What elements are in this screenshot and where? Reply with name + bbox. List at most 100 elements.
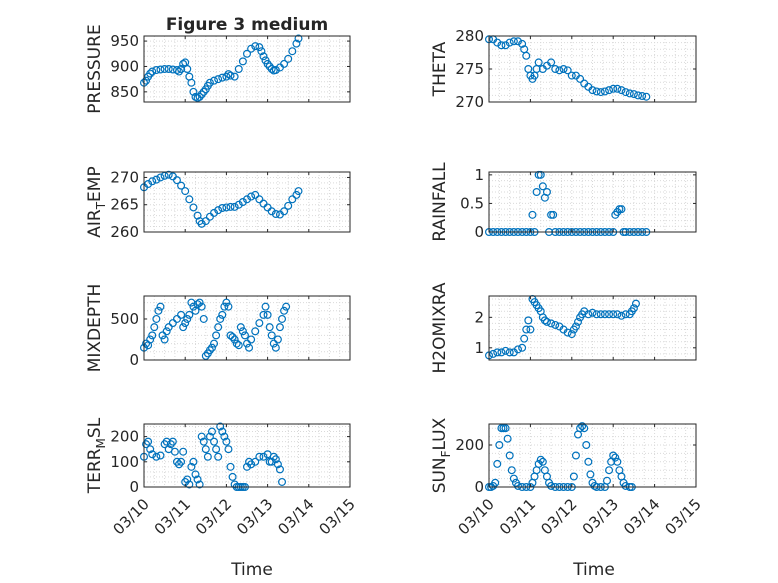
data-point [600, 87, 609, 96]
data-point [549, 210, 558, 219]
data-markers [140, 422, 287, 492]
data-point [567, 71, 576, 80]
x-axis-label-right: Time [572, 560, 615, 580]
data-point [522, 325, 531, 334]
data-point [185, 195, 194, 204]
data-point [156, 65, 165, 74]
data-point [172, 314, 181, 323]
data-point [210, 76, 219, 85]
data-point [576, 424, 585, 433]
data-point [288, 47, 297, 56]
panel-mixdepth: 0 500 MIXDEPTH [85, 284, 351, 372]
data-point [613, 84, 622, 93]
data-point [273, 460, 282, 469]
data-point [582, 441, 591, 450]
data-point [212, 331, 221, 340]
data-point [160, 335, 169, 344]
data-point [271, 343, 280, 352]
data-point [609, 451, 618, 460]
data-point [271, 455, 280, 464]
data-point [288, 195, 297, 204]
data-point [240, 331, 249, 340]
data-point [261, 302, 270, 311]
data-point [505, 451, 514, 460]
data-point [226, 202, 235, 211]
data-point [187, 462, 196, 471]
data-point [150, 323, 159, 332]
data-point [205, 346, 214, 355]
data-point [255, 43, 264, 52]
data-point [197, 302, 206, 311]
data-point [497, 41, 506, 50]
data-point [584, 457, 593, 466]
chart-title: Figure 3 medium [166, 15, 328, 35]
data-point [228, 333, 237, 342]
data-point [164, 64, 173, 73]
data-point [172, 66, 181, 75]
y-tick-label: 1 [474, 339, 484, 357]
data-point [236, 323, 245, 332]
data-point [226, 331, 235, 340]
data-point [278, 477, 287, 486]
data-point [177, 457, 186, 466]
data-point [271, 66, 280, 75]
y-axis-label: THETA [430, 41, 450, 97]
data-point [536, 455, 545, 464]
data-point [584, 310, 593, 319]
data-point [629, 304, 638, 313]
data-point [609, 84, 618, 93]
data-point [505, 348, 514, 357]
data-point [243, 339, 252, 348]
data-point [605, 310, 614, 319]
data-point [232, 339, 241, 348]
axes-box [488, 171, 697, 233]
data-point [578, 422, 587, 431]
data-point [259, 310, 268, 319]
data-point [600, 310, 609, 319]
data-point [621, 88, 630, 97]
y-tick-label: 270 [455, 93, 484, 111]
data-point [234, 200, 243, 209]
data-point [596, 310, 605, 319]
data-point [247, 44, 256, 53]
data-point [142, 76, 151, 85]
data-point [605, 86, 614, 95]
data-markers [485, 35, 651, 101]
data-point [224, 445, 233, 454]
data-point [638, 92, 647, 101]
data-point [602, 476, 611, 485]
data-point [491, 478, 500, 487]
data-point [228, 472, 237, 481]
data-point [269, 339, 278, 348]
data-markers [140, 170, 303, 228]
data-point [144, 180, 153, 189]
data-point [621, 310, 630, 319]
y-tick-label: 265 [110, 196, 139, 214]
data-point [222, 72, 231, 81]
data-point [193, 211, 202, 220]
data-point [518, 343, 527, 352]
data-point [224, 302, 233, 311]
data-point [185, 310, 194, 319]
data-point [168, 437, 177, 446]
data-point [576, 74, 585, 83]
data-point [526, 325, 535, 334]
data-point [559, 64, 568, 73]
data-point [177, 64, 186, 73]
data-point [513, 37, 522, 46]
data-point [255, 319, 264, 328]
data-point [493, 348, 502, 357]
y-axis-label: PRESSURE [85, 24, 105, 113]
y-tick-label: 850 [110, 83, 139, 101]
data-point [617, 86, 626, 95]
data-point [146, 69, 155, 78]
data-point [520, 334, 529, 343]
data-point [222, 437, 231, 446]
data-point [592, 87, 601, 96]
grid-lines [143, 424, 351, 488]
data-point [152, 66, 161, 75]
data-point [534, 459, 543, 468]
data-point [216, 314, 225, 323]
data-point [197, 432, 206, 441]
